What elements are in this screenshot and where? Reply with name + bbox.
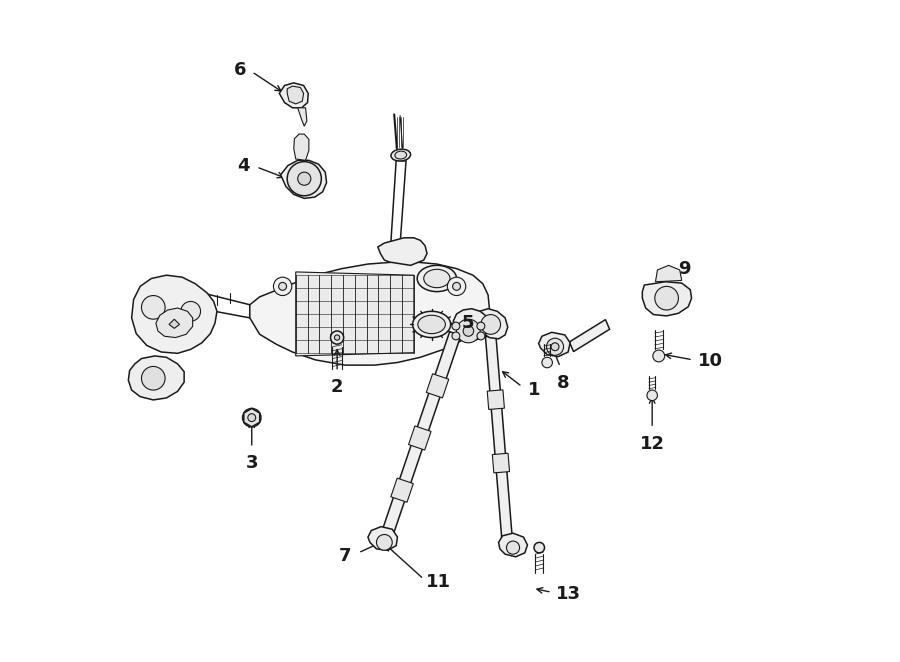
Polygon shape <box>298 108 307 126</box>
Polygon shape <box>293 134 309 160</box>
Circle shape <box>647 390 657 401</box>
Polygon shape <box>129 356 184 400</box>
Ellipse shape <box>412 311 451 338</box>
Circle shape <box>452 332 460 340</box>
Ellipse shape <box>418 265 456 292</box>
Polygon shape <box>281 160 327 199</box>
Text: 10: 10 <box>698 352 723 370</box>
Text: 12: 12 <box>640 435 665 453</box>
Circle shape <box>335 335 339 340</box>
Polygon shape <box>330 334 344 341</box>
Polygon shape <box>391 478 413 502</box>
Polygon shape <box>454 308 490 340</box>
Text: 13: 13 <box>556 585 581 602</box>
Circle shape <box>453 283 461 291</box>
Polygon shape <box>499 533 527 557</box>
Text: 1: 1 <box>527 381 540 399</box>
Circle shape <box>456 319 481 343</box>
Circle shape <box>287 162 321 196</box>
Circle shape <box>298 172 310 185</box>
Text: 6: 6 <box>234 62 247 79</box>
Polygon shape <box>379 332 461 544</box>
Polygon shape <box>475 308 508 339</box>
Circle shape <box>248 414 256 422</box>
Polygon shape <box>409 426 431 450</box>
Circle shape <box>652 350 665 362</box>
Circle shape <box>376 534 392 550</box>
Ellipse shape <box>391 149 410 161</box>
Ellipse shape <box>424 269 450 288</box>
Circle shape <box>141 295 165 319</box>
Circle shape <box>330 331 344 344</box>
Circle shape <box>477 332 485 340</box>
Ellipse shape <box>395 151 407 159</box>
Circle shape <box>551 343 559 351</box>
Circle shape <box>542 357 553 368</box>
Polygon shape <box>296 272 414 356</box>
Circle shape <box>181 301 201 321</box>
Polygon shape <box>492 453 509 473</box>
Polygon shape <box>538 332 570 357</box>
Polygon shape <box>368 526 398 550</box>
Circle shape <box>481 314 500 334</box>
Text: 7: 7 <box>339 547 352 565</box>
Polygon shape <box>250 262 490 365</box>
Text: 4: 4 <box>238 157 250 175</box>
Polygon shape <box>169 319 179 328</box>
Polygon shape <box>244 408 260 427</box>
Polygon shape <box>378 238 427 265</box>
Circle shape <box>141 367 165 390</box>
Circle shape <box>243 408 261 427</box>
Polygon shape <box>643 282 691 316</box>
Polygon shape <box>655 265 681 282</box>
Text: 8: 8 <box>556 373 569 392</box>
Polygon shape <box>287 86 303 104</box>
Circle shape <box>279 283 286 291</box>
Polygon shape <box>156 308 193 338</box>
Polygon shape <box>131 275 217 354</box>
Circle shape <box>655 287 679 310</box>
Text: 3: 3 <box>246 454 258 473</box>
Circle shape <box>452 322 460 330</box>
Circle shape <box>534 542 544 553</box>
Polygon shape <box>427 374 449 398</box>
Circle shape <box>546 338 563 355</box>
Polygon shape <box>485 336 513 548</box>
Circle shape <box>447 277 466 295</box>
Text: 9: 9 <box>679 260 691 277</box>
Polygon shape <box>487 390 504 410</box>
Text: 2: 2 <box>331 378 343 397</box>
Circle shape <box>274 277 292 295</box>
Circle shape <box>507 541 519 554</box>
Text: 5: 5 <box>462 314 474 332</box>
Circle shape <box>477 322 485 330</box>
Ellipse shape <box>418 315 446 334</box>
Polygon shape <box>570 320 609 352</box>
Polygon shape <box>279 83 308 108</box>
Text: 11: 11 <box>427 573 452 591</box>
Circle shape <box>464 326 473 336</box>
